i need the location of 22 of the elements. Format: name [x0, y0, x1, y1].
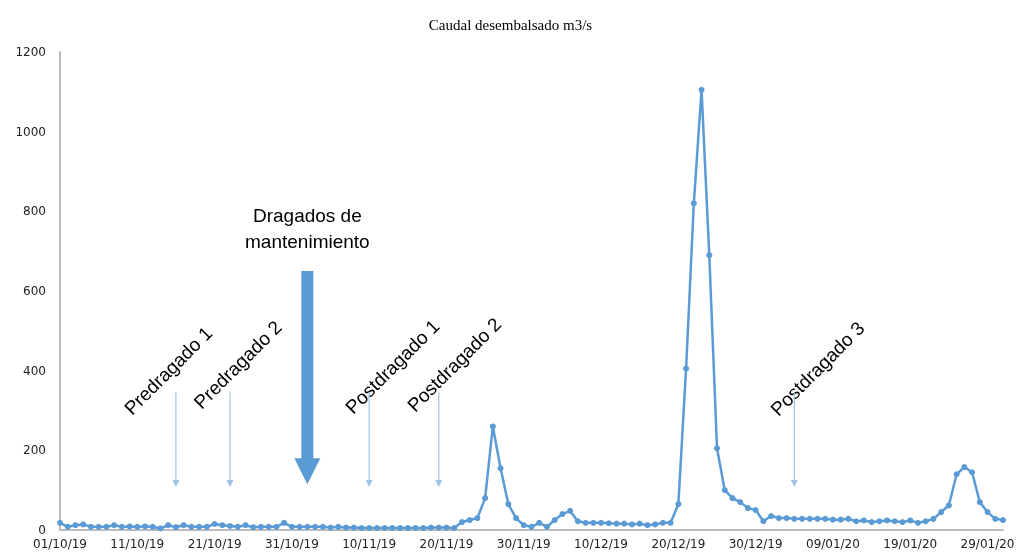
x-tick-label: 10/11/19: [342, 537, 397, 551]
y-tick-label: 200: [23, 443, 46, 458]
x-tick-label: 09/01/20: [806, 537, 860, 551]
y-tick-label: 800: [23, 204, 46, 219]
y-tick-label: 1000: [15, 124, 46, 139]
y-tick-label: 0: [38, 523, 46, 537]
x-tick-label: 31/10/19: [264, 537, 319, 551]
chart-title: Caudal desembalsado m3/s: [428, 16, 593, 33]
x-tick-label: 01/10/19: [33, 537, 87, 551]
x-tick-label: 30/12/19: [728, 537, 783, 551]
y-tick-label: 400: [23, 363, 46, 378]
y-tick-label: 600: [23, 284, 46, 298]
x-tick-label: 11/10/19: [110, 537, 165, 551]
x-tick-label: 20/12/19: [651, 537, 706, 551]
x-tick-label: 20/11/19: [419, 537, 474, 551]
x-tick-label: 29/01/20: [960, 537, 1015, 551]
x-tick-label: 21/10/19: [187, 537, 242, 551]
y-tick-label: 1200: [15, 45, 46, 59]
x-tick-label: 19/01/20: [883, 537, 938, 551]
x-tick-label: 10/12/19: [574, 537, 629, 551]
annotation: Dragados de mantenimiento: [245, 204, 370, 252]
x-tick-label: 30/11/19: [496, 537, 551, 551]
